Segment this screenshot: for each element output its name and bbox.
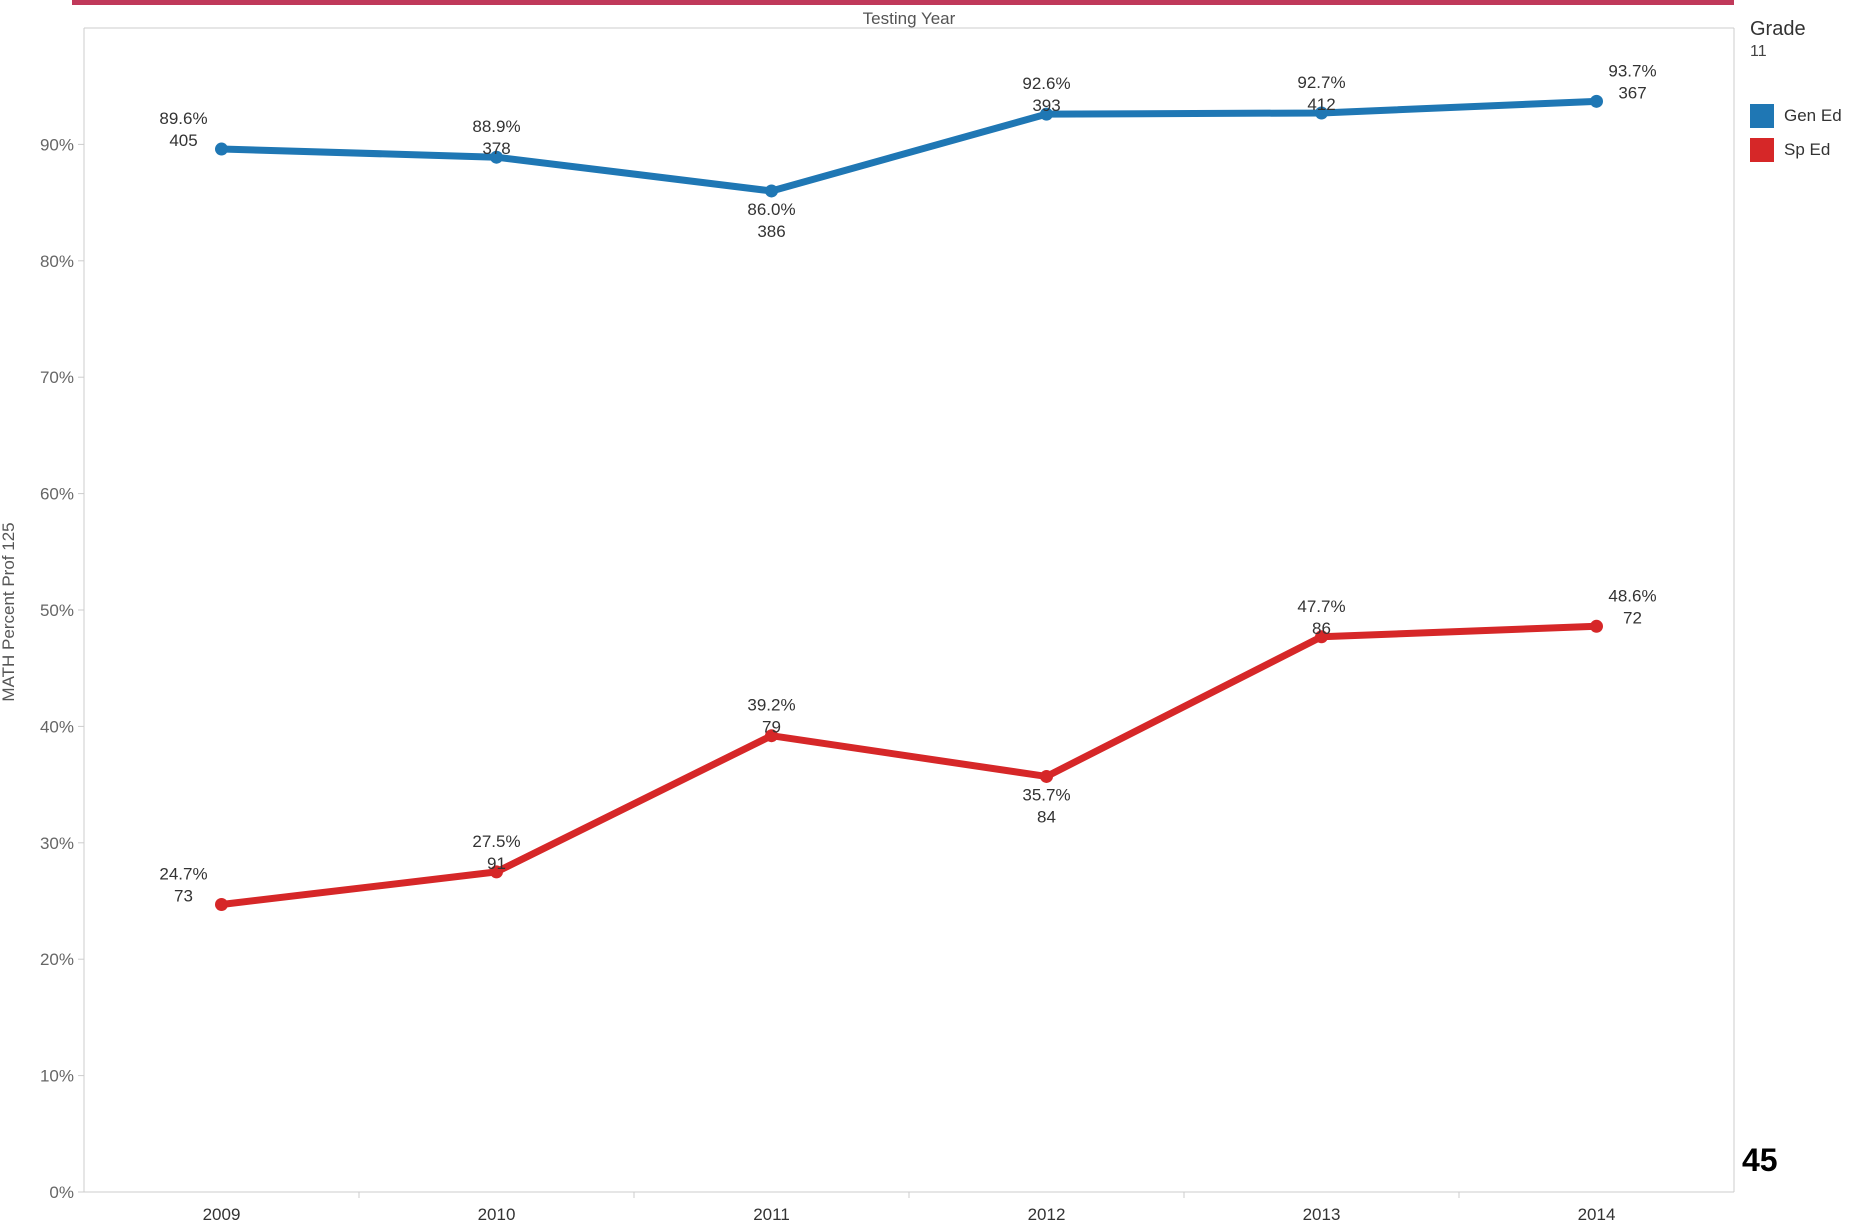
chart-title: Testing Year (863, 9, 956, 28)
x-tick-label: 2013 (1303, 1205, 1341, 1224)
legend-label-gen-ed: Gen Ed (1784, 106, 1842, 125)
y-tick-label: 50% (40, 601, 74, 620)
data-label-percent: 24.7% (159, 864, 207, 883)
legend-swatch-gen-ed (1750, 104, 1774, 128)
data-label-percent: 88.9% (472, 117, 520, 136)
data-point[interactable] (765, 729, 778, 743)
data-label-percent: 92.7% (1297, 73, 1345, 92)
data-label-count: 405 (169, 131, 197, 150)
y-tick-label: 40% (40, 717, 74, 736)
page-number: 45 (1742, 1142, 1778, 1178)
y-tick-label: 0% (49, 1183, 74, 1202)
data-label-percent: 27.5% (472, 832, 520, 851)
data-label-count: 72 (1623, 608, 1642, 627)
legend-subtitle: 11 (1750, 43, 1767, 60)
series-sp-ed: 24.7% 73 27.5% 91 39.2% 79 35.7% 84 47.7% 86 48.6%… (159, 586, 1657, 911)
data-point[interactable] (215, 142, 228, 156)
data-label-count: 73 (174, 886, 193, 905)
data-label-count: 86 (1312, 619, 1331, 638)
x-tick-label: 2009 (203, 1205, 241, 1224)
y-tick-label: 90% (40, 135, 74, 154)
data-point[interactable] (1315, 630, 1328, 644)
legend-item-sp-ed[interactable]: Sp Ed (1750, 138, 1830, 162)
legend-title: Grade (1750, 18, 1806, 40)
y-axis-ticks: 0% 10% 20% 30% 40% 50% 60% 70% 80% 90% (40, 135, 84, 1202)
y-tick-label: 10% (40, 1067, 74, 1086)
data-label-percent: 47.7% (1297, 597, 1345, 616)
legend-swatch-sp-ed (1750, 138, 1774, 162)
top-accent-bar (72, 0, 1734, 5)
data-label-count: 386 (757, 222, 785, 241)
data-point[interactable] (1040, 769, 1053, 783)
data-label-count: 412 (1307, 95, 1335, 114)
data-label-count: 378 (482, 139, 510, 158)
data-point[interactable] (215, 897, 228, 911)
data-point[interactable] (1315, 106, 1328, 120)
data-point[interactable] (765, 184, 778, 198)
y-tick-label: 70% (40, 368, 74, 387)
x-axis-ticks: 2009 2010 2011 2012 2013 2014 (203, 1192, 1616, 1224)
data-label-count: 367 (1618, 83, 1646, 102)
y-tick-label: 80% (40, 252, 74, 271)
legend-item-gen-ed[interactable]: Gen Ed (1750, 104, 1842, 128)
series-gen-ed: 89.6% 405 88.9% 378 86.0% 386 92.6% 393 92.7% 412… (159, 61, 1656, 241)
legend-label-sp-ed: Sp Ed (1784, 140, 1831, 159)
data-label-percent: 89.6% (159, 109, 207, 128)
data-point[interactable] (490, 150, 503, 164)
y-axis-title: MATH Percent Prof 125 (0, 522, 18, 701)
data-label-percent: 92.6% (1022, 74, 1070, 93)
legend: Grade 11 Gen Ed Sp Ed (1750, 18, 1850, 162)
y-tick-label: 60% (40, 485, 74, 504)
series-line (218, 97, 1600, 195)
data-label-percent: 48.6% (1608, 586, 1656, 605)
data-point[interactable] (490, 865, 503, 879)
data-label-percent: 86.0% (747, 200, 795, 219)
data-label-percent: 39.2% (747, 696, 795, 715)
data-point[interactable] (1590, 619, 1603, 633)
data-label-percent: 93.7% (1608, 61, 1656, 80)
data-point[interactable] (1040, 107, 1053, 121)
y-tick-label: 20% (40, 950, 74, 969)
x-tick-label: 2014 (1578, 1205, 1616, 1224)
data-label-count: 393 (1032, 96, 1060, 115)
data-label-count: 79 (762, 718, 781, 737)
x-tick-label: 2012 (1028, 1205, 1066, 1224)
series-group: 89.6% 405 88.9% 378 86.0% 386 92.6% 393 92.7% 412… (159, 61, 1657, 911)
data-label-count: 91 (487, 854, 506, 873)
x-tick-label: 2010 (478, 1205, 516, 1224)
data-label-percent: 35.7% (1022, 785, 1070, 804)
data-label-count: 84 (1037, 807, 1056, 826)
data-point[interactable] (1590, 94, 1603, 108)
y-tick-label: 30% (40, 834, 74, 853)
series-line (218, 622, 1600, 908)
x-tick-label: 2011 (753, 1205, 790, 1224)
